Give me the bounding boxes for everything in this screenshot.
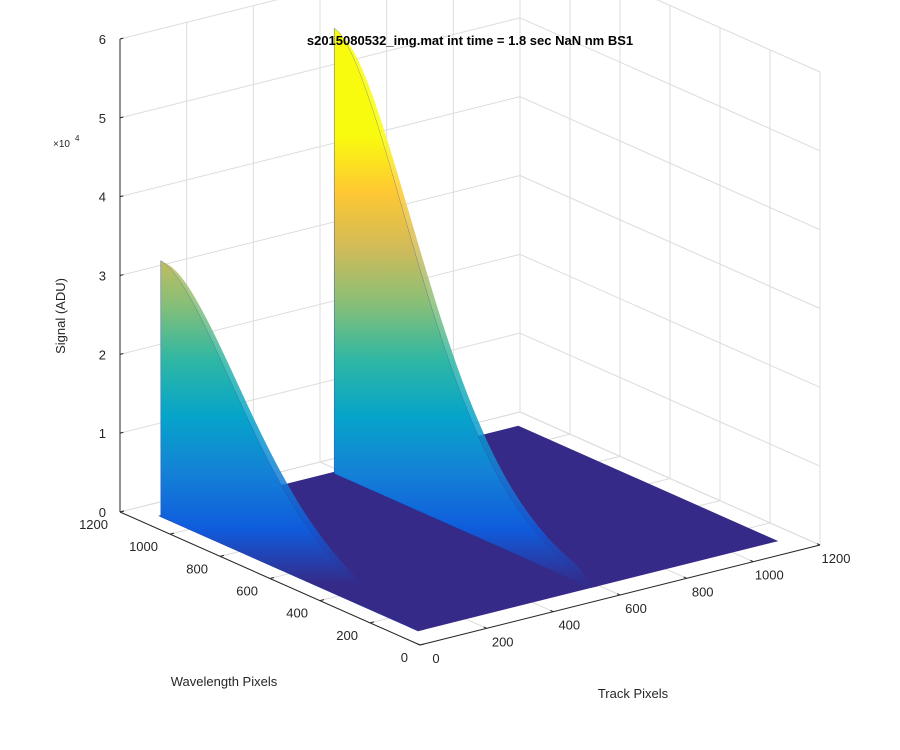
x-axis-label: Track Pixels bbox=[598, 686, 669, 701]
z-tick bbox=[119, 195, 124, 198]
z-tick-label: 6 bbox=[99, 32, 106, 47]
z-tick-label: 3 bbox=[99, 269, 106, 284]
back-grid-z bbox=[119, 96, 521, 198]
y-tick-label: 400 bbox=[286, 606, 308, 621]
z-tick-label: 1 bbox=[99, 426, 106, 441]
surface-peak-track-1 bbox=[160, 260, 426, 632]
z-tick bbox=[119, 37, 124, 40]
z-tick bbox=[119, 431, 124, 434]
z-tick bbox=[119, 510, 124, 513]
y-tick-label: 200 bbox=[336, 628, 358, 643]
axis-lines bbox=[119, 37, 821, 646]
y-axis-label: Wavelength Pixels bbox=[171, 674, 278, 689]
right-grid-z bbox=[519, 332, 821, 467]
z-exponent: ×10 4 bbox=[53, 134, 80, 150]
x-tick-label: 0 bbox=[432, 651, 439, 666]
back-grid-z bbox=[119, 0, 279, 40]
right-grid-z bbox=[656, 0, 821, 73]
x-tick bbox=[616, 593, 621, 596]
x-tick-label: 600 bbox=[625, 601, 647, 616]
z-tick-label: 4 bbox=[99, 190, 106, 205]
z-exponent-power: 4 bbox=[75, 134, 80, 143]
y-tick-label: 600 bbox=[236, 584, 258, 599]
x-tick bbox=[550, 609, 554, 613]
y-tick-label: 800 bbox=[186, 561, 208, 576]
right-grid-z bbox=[519, 411, 821, 546]
right-grid-z bbox=[519, 253, 821, 388]
x-tick bbox=[683, 576, 687, 579]
x-tick-label: 200 bbox=[492, 634, 514, 649]
surface bbox=[158, 27, 779, 632]
right-grid-z bbox=[519, 17, 821, 152]
chart-title: s2015080532_img.mat int time = 1.8 sec N… bbox=[307, 33, 633, 48]
surface-peak-track-2 bbox=[334, 27, 599, 588]
y-tick bbox=[169, 532, 175, 535]
back-grid-z bbox=[119, 17, 521, 119]
y-tick bbox=[269, 577, 275, 579]
right-grid-z bbox=[519, 96, 821, 231]
x-tick bbox=[416, 643, 421, 646]
z-tick-label: 5 bbox=[99, 111, 106, 126]
x-tick-label: 1200 bbox=[822, 551, 851, 566]
z-exponent-base: ×10 bbox=[53, 139, 70, 150]
x-tick bbox=[816, 543, 821, 546]
y-tick bbox=[219, 554, 225, 557]
y-tick bbox=[419, 643, 425, 646]
z-tick bbox=[119, 116, 124, 119]
tick-labels: 0200400600800100012000200400600800100012… bbox=[79, 32, 850, 666]
y-tick-label: 1200 bbox=[79, 517, 108, 532]
x-tick-label: 800 bbox=[692, 584, 714, 599]
back-grid-z bbox=[119, 175, 521, 276]
y-tick-label: 1000 bbox=[129, 539, 158, 554]
x-tick bbox=[483, 626, 487, 629]
z-axis-label: Signal (ADU) bbox=[53, 278, 68, 354]
x-tick-label: 400 bbox=[558, 618, 580, 633]
z-tick-label: 2 bbox=[99, 347, 106, 362]
x-tick-label: 1000 bbox=[755, 568, 784, 583]
y-tick bbox=[319, 599, 325, 602]
y-tick-label: 0 bbox=[401, 650, 408, 665]
z-tick bbox=[119, 353, 124, 355]
y-tick bbox=[369, 621, 375, 624]
right-grid-z bbox=[519, 175, 821, 309]
z-tick bbox=[119, 274, 124, 276]
x-tick bbox=[750, 559, 754, 563]
z-tick-label: 0 bbox=[99, 505, 106, 520]
